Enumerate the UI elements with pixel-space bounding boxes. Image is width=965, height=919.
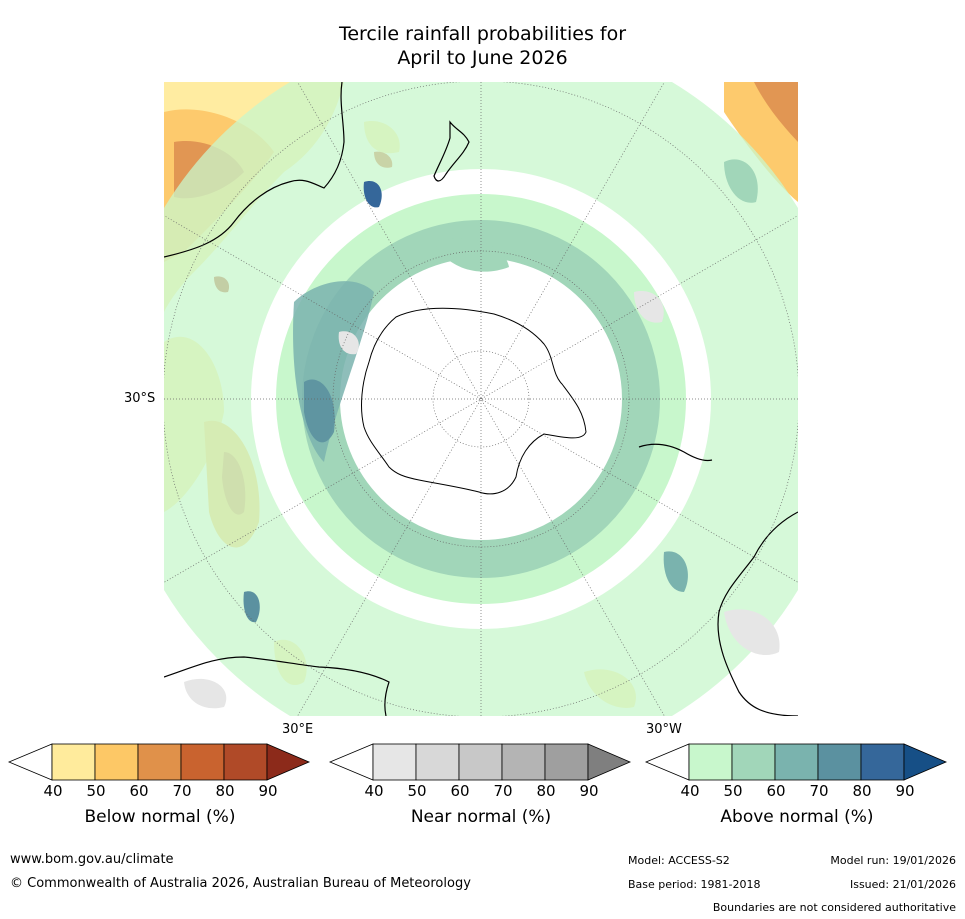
- cbar-near-seg-0: [328, 743, 374, 781]
- colorbar-near-svg: [328, 743, 632, 781]
- near-normal-field: [184, 291, 780, 709]
- cbar-above-seg-5: [860, 743, 905, 781]
- title-line-2: April to June 2026: [397, 47, 568, 69]
- copyright-text: © Commonwealth of Australia 2026, Austra…: [10, 876, 471, 891]
- colorbar-below-svg: [7, 743, 311, 781]
- cbar-near-seg-1: [372, 743, 417, 781]
- cbar-near-seg-5: [544, 743, 589, 781]
- south-america-coastline: [717, 511, 798, 716]
- title-line-1: Tercile rainfall probabilities for: [338, 23, 627, 45]
- cbar-below-seg-6: [266, 743, 311, 781]
- cbar-near-tick-50: 50: [407, 782, 427, 800]
- cbar-below-seg-2: [94, 743, 139, 781]
- lon-label-30e: 30°E: [282, 722, 314, 737]
- cbar-near-tick-90: 90: [579, 782, 599, 800]
- cbar-near-seg-4: [501, 743, 546, 781]
- new-zealand-coastline: [433, 120, 470, 182]
- lat-label-30s: 30°S: [124, 391, 156, 406]
- lon-label-30w: 30°W: [646, 722, 682, 737]
- disclaimer-text: Boundaries are not considered authoritat…: [712, 901, 956, 914]
- cbar-below-seg-4: [180, 743, 225, 781]
- cbar-near-tick-80: 80: [536, 782, 556, 800]
- cbar-above-tick-60: 60: [766, 782, 786, 800]
- colorbar-near: [328, 742, 633, 782]
- cbar-above-tick-80: 80: [852, 782, 872, 800]
- graticule: [164, 82, 798, 716]
- website-link[interactable]: www.bom.gov.au/climate: [10, 852, 174, 867]
- cbar-below-tick-60: 60: [129, 782, 149, 800]
- chart-title: Tercile rainfall probabilities for April…: [0, 22, 965, 70]
- cbar-above-tick-40: 40: [680, 782, 700, 800]
- cbar-above-seg-1: [688, 743, 733, 781]
- africa-coastline: [164, 656, 390, 716]
- cbar-below-tick-50: 50: [86, 782, 106, 800]
- cbar-above-seg-2: [731, 743, 776, 781]
- antarctica-coastline: [361, 307, 587, 495]
- colorbar-above: [644, 742, 949, 782]
- cbar-above-tick-50: 50: [723, 782, 743, 800]
- colorbar-below: [7, 742, 312, 782]
- cbar-below-tick-40: 40: [43, 782, 63, 800]
- cbar-near-tick-40: 40: [364, 782, 384, 800]
- model-text: Model: ACCESS-S2: [628, 854, 730, 867]
- cbar-above-tick-90: 90: [895, 782, 915, 800]
- cbar-near-tick-70: 70: [493, 782, 513, 800]
- cbar-near-seg-3: [458, 743, 503, 781]
- base-period-text: Base period: 1981-2018: [628, 878, 761, 891]
- cbar-above-seg-3: [774, 743, 819, 781]
- cbar-above-label: Above normal (%): [720, 807, 874, 827]
- cbar-near-seg-6: [587, 743, 632, 781]
- cbar-below-tick-80: 80: [215, 782, 235, 800]
- tierra-del-fuego: [638, 443, 713, 462]
- cbar-below-label: Below normal (%): [84, 807, 236, 827]
- cbar-below-seg-3: [137, 743, 182, 781]
- cbar-above-tick-70: 70: [809, 782, 829, 800]
- cbar-below-tick-90: 90: [258, 782, 278, 800]
- rainfall-probability-map: [164, 82, 798, 716]
- cbar-above-seg-0: [644, 743, 690, 781]
- cbar-below-tick-70: 70: [172, 782, 192, 800]
- cbar-below-seg-0: [7, 743, 53, 781]
- issued-text: Issued: 21/01/2026: [849, 878, 956, 891]
- cbar-near-label: Near normal (%): [410, 807, 552, 827]
- cbar-below-seg-5: [223, 743, 268, 781]
- cbar-near-seg-2: [415, 743, 460, 781]
- model-run-text: Model run: 19/01/2026: [830, 854, 956, 867]
- colorbar-above-svg: [644, 743, 948, 781]
- cbar-above-seg-4: [817, 743, 862, 781]
- australia-coastline: [164, 82, 345, 258]
- cbar-near-tick-60: 60: [450, 782, 470, 800]
- map-canvas: [164, 82, 798, 716]
- cbar-above-seg-6: [903, 743, 948, 781]
- cbar-below-seg-1: [51, 743, 96, 781]
